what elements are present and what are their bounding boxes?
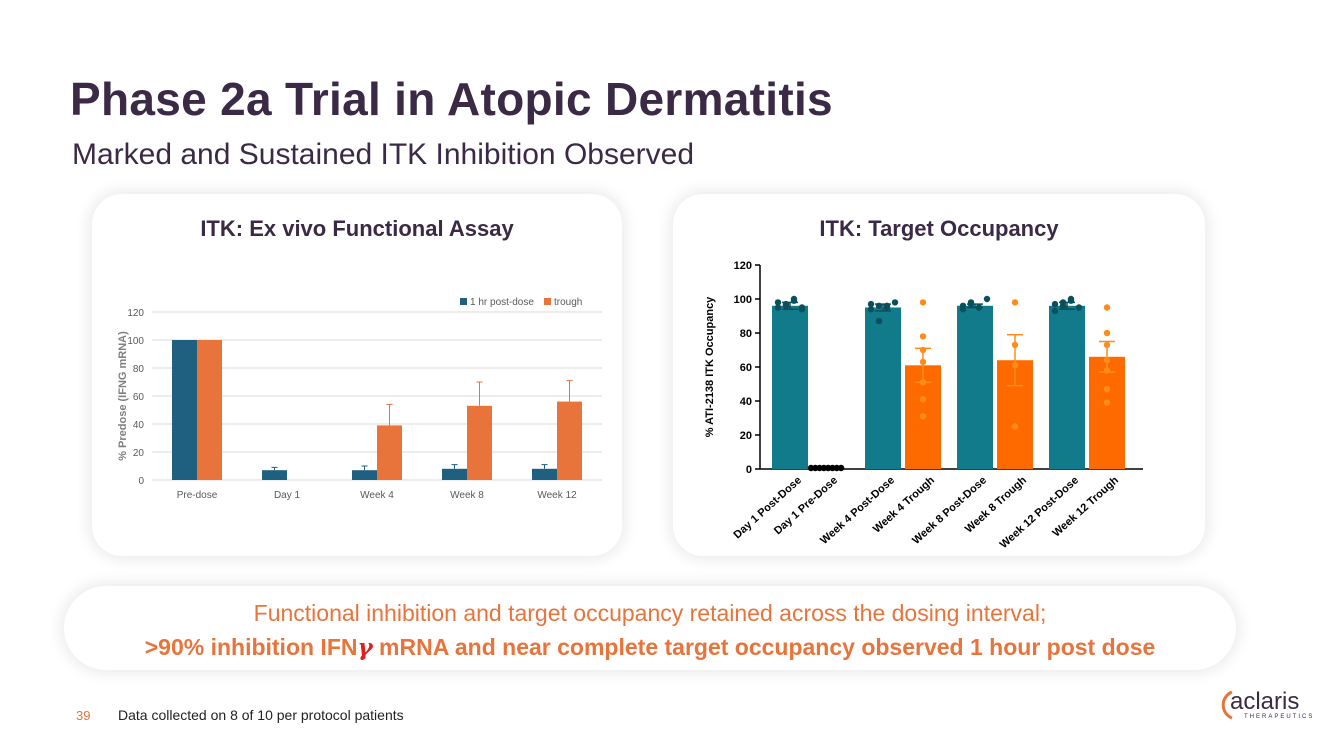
bar-dose (865, 307, 901, 469)
data-point (1011, 299, 1019, 306)
data-point (1103, 329, 1111, 337)
data-point (959, 306, 967, 313)
y-tick-label: 40 (740, 396, 752, 408)
bar-post-dose (172, 340, 197, 480)
data-point (837, 464, 845, 472)
legend-swatch (460, 298, 467, 305)
x-tick-label: Day 1 (274, 490, 301, 501)
data-point (1011, 423, 1019, 430)
y-axis-label: % Predose (IFNG mRNA) (117, 331, 129, 461)
y-tick-label: 20 (133, 448, 145, 459)
data-point (1011, 341, 1019, 349)
data-point (798, 304, 806, 311)
target-occupancy-panel: ITK: Target Occupancy 0 20 40 60 80 100 120 % A… (673, 194, 1205, 556)
target-occupancy-chart: 0 20 40 60 80 100 120 % ATI-2138 ITK Occupancy D… (704, 260, 1143, 551)
functional-assay-title: ITK: Ex vivo Functional Assay (200, 216, 514, 241)
data-point (875, 302, 883, 309)
bar-trough (557, 401, 582, 480)
banner-line-2: >90% inhibition IFNγ mRNA and near compl… (64, 634, 1236, 661)
y-tick-label: 80 (133, 364, 145, 375)
banner-line-1: Functional inhibition and target occupan… (253, 600, 1047, 626)
x-tick-label: Week 4 (360, 490, 394, 501)
data-point (919, 299, 927, 306)
slide-title: Phase 2a Trial in Atopic Dermatitis (70, 73, 833, 125)
y-tick-label: 40 (133, 420, 145, 431)
data-point (867, 300, 875, 308)
y-tick-label: 60 (133, 392, 145, 403)
data-point (1059, 299, 1067, 306)
data-point (1103, 304, 1111, 311)
bar-post-dose (352, 470, 377, 480)
data-point (1103, 357, 1111, 364)
data-point (782, 302, 790, 309)
data-point (1051, 307, 1059, 315)
bar-trough (377, 425, 402, 480)
data-point (875, 317, 883, 325)
logo-subtitle: THERAPEUTICS (1244, 714, 1315, 720)
y-tick-label: 120 (734, 260, 752, 272)
bar-trough (467, 405, 492, 480)
y-tick-label: 80 (740, 328, 752, 340)
legend-label: trough (554, 297, 582, 308)
bar-trough (197, 340, 222, 480)
bar-post-dose (442, 468, 467, 480)
data-point (919, 396, 927, 403)
legend-swatch (544, 298, 551, 305)
bar-dose (957, 305, 993, 469)
logo-arc-icon (1221, 690, 1233, 720)
data-point (883, 302, 891, 309)
gamma-symbol: γ (357, 634, 373, 661)
data-point (919, 346, 927, 354)
bar-dose (772, 305, 808, 469)
aclaris-logo: aclaris THERAPEUTICS (1218, 686, 1312, 722)
data-point (983, 295, 991, 303)
data-point (1011, 362, 1019, 369)
banner-line-2-start: >90% inhibition IFN (144, 634, 358, 660)
bar-post-dose (532, 468, 557, 480)
bar-post-dose (262, 470, 287, 480)
logo-wordmark: aclaris (1230, 688, 1300, 715)
data-point (919, 379, 927, 386)
slide-subtitle: Marked and Sustained ITK Inhibition Obse… (72, 138, 695, 171)
data-point (774, 304, 782, 311)
y-tick-label: 100 (127, 336, 144, 347)
data-point (1051, 300, 1059, 308)
data-point (1103, 341, 1111, 349)
x-tick-label: Pre-dose (177, 490, 218, 501)
data-point (967, 299, 975, 306)
y-tick-label: 120 (127, 308, 144, 319)
target-occupancy-title: ITK: Target Occupancy (819, 216, 1059, 241)
data-point (1103, 399, 1111, 406)
data-point (867, 306, 875, 313)
y-axis-label: % ATI-2138 ITK Occupancy (704, 296, 716, 437)
data-point (919, 413, 927, 420)
y-tick-label: 60 (740, 362, 752, 374)
banner-line-2-end: mRNA and near complete target occupancy … (372, 634, 1156, 660)
footnote: Data collected on 8 of 10 per protocol p… (118, 707, 404, 723)
data-point (891, 299, 899, 306)
data-point (790, 295, 798, 303)
functional-assay-chart: 0 20 40 60 80 100 120 % Predose (IFNG mRNA) Pre-… (117, 297, 602, 501)
data-point (919, 358, 927, 366)
x-tick-label: Week 8 (450, 490, 484, 501)
data-point (774, 299, 782, 306)
x-tick-label: Day 1 Post-Dose (731, 474, 804, 541)
data-point (1103, 367, 1111, 374)
legend-label: 1 hr post-dose (470, 297, 534, 308)
x-tick-label: Week 12 (537, 490, 577, 501)
y-tick-label: 20 (740, 430, 752, 442)
y-tick-label: 100 (734, 294, 752, 306)
functional-assay-panel: ITK: Ex vivo Functional Assay 0 20 40 60 80 1… (92, 194, 622, 556)
data-point (1067, 295, 1075, 303)
bar-trough (1089, 356, 1125, 469)
y-tick-label: 0 (746, 464, 752, 476)
page-number: 39 (76, 708, 91, 723)
data-point (919, 333, 927, 340)
y-tick-label: 0 (138, 476, 144, 487)
data-point (1103, 385, 1111, 393)
data-point (1075, 304, 1083, 311)
bar-dose (1049, 305, 1085, 469)
data-point (975, 304, 983, 311)
key-finding-banner: Functional inhibition and target occupan… (64, 586, 1236, 670)
